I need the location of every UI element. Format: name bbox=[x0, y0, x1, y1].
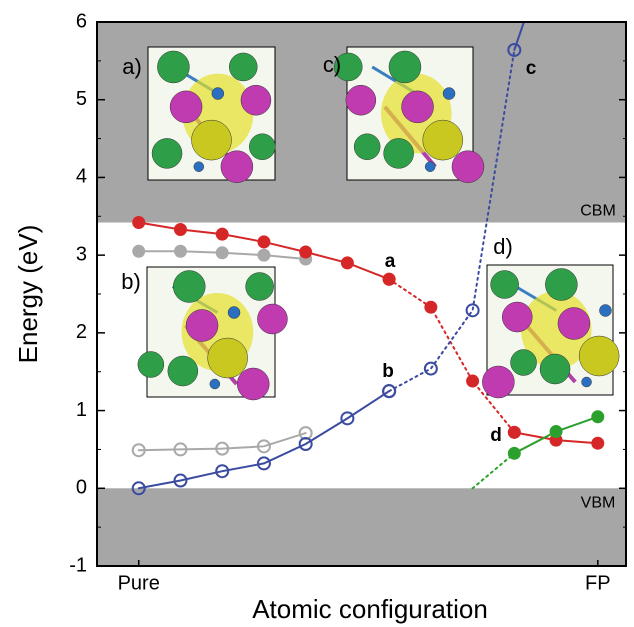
atom bbox=[208, 338, 248, 378]
atom bbox=[210, 379, 220, 389]
point-label: d bbox=[490, 425, 502, 446]
atom bbox=[582, 377, 592, 387]
inset bbox=[334, 47, 484, 183]
atom bbox=[186, 310, 218, 342]
inset-label: c) bbox=[323, 52, 341, 77]
y-tick-label: 5 bbox=[76, 88, 87, 110]
atom bbox=[170, 91, 202, 123]
atom bbox=[138, 352, 164, 378]
inset bbox=[138, 267, 288, 400]
marker bbox=[551, 426, 562, 437]
point-label: a bbox=[385, 251, 396, 272]
atom bbox=[491, 271, 519, 299]
atom bbox=[482, 366, 514, 398]
y-axis-title: Energy (eV) bbox=[13, 225, 43, 364]
marker bbox=[175, 246, 186, 257]
y-tick-label: 1 bbox=[76, 399, 87, 421]
atom bbox=[257, 304, 287, 334]
atom bbox=[599, 305, 611, 317]
y-tick-label: 4 bbox=[76, 166, 87, 188]
atom bbox=[558, 308, 590, 340]
marker bbox=[509, 427, 520, 438]
marker bbox=[217, 247, 228, 258]
chart: Atomic configuration Energy (eV) VBM CBM -… bbox=[0, 0, 634, 627]
atom bbox=[192, 120, 232, 160]
y-tick-label: 6 bbox=[76, 10, 87, 32]
y-tick-label: -1 bbox=[69, 554, 87, 576]
marker bbox=[258, 250, 269, 261]
marker bbox=[509, 448, 520, 459]
atom bbox=[221, 151, 253, 183]
inset bbox=[148, 47, 275, 183]
atom bbox=[212, 88, 224, 100]
atom bbox=[545, 269, 577, 301]
band bbox=[97, 488, 627, 566]
atom bbox=[384, 138, 414, 168]
inset-label: d) bbox=[493, 234, 513, 259]
marker bbox=[133, 217, 144, 228]
atom bbox=[246, 273, 274, 301]
atom bbox=[402, 91, 434, 123]
atom bbox=[425, 162, 435, 172]
x-tick-label: Pure bbox=[118, 572, 160, 594]
atom bbox=[249, 134, 275, 160]
atom bbox=[237, 368, 269, 400]
atom bbox=[152, 138, 182, 168]
point-label: c bbox=[526, 58, 537, 79]
atom bbox=[502, 302, 532, 332]
atom bbox=[157, 51, 189, 83]
point-label: b bbox=[382, 361, 394, 382]
band-label: VBM bbox=[581, 495, 616, 512]
atom bbox=[423, 120, 463, 160]
marker bbox=[217, 229, 228, 240]
atom bbox=[173, 271, 205, 303]
marker bbox=[425, 302, 436, 313]
atom bbox=[452, 151, 484, 183]
band-label: CBM bbox=[580, 203, 616, 220]
inset bbox=[482, 265, 619, 398]
marker bbox=[592, 438, 603, 449]
atom bbox=[229, 53, 257, 81]
y-tick-label: 3 bbox=[76, 243, 87, 265]
atom bbox=[346, 85, 376, 115]
x-axis-title: Atomic configuration bbox=[252, 594, 488, 624]
marker bbox=[175, 224, 186, 235]
atom bbox=[443, 88, 455, 100]
marker bbox=[133, 246, 144, 257]
atom bbox=[389, 51, 421, 83]
atom bbox=[511, 350, 537, 376]
marker bbox=[342, 257, 353, 268]
atom bbox=[228, 307, 240, 319]
atom bbox=[241, 85, 271, 115]
y-tick-label: 2 bbox=[76, 321, 87, 343]
series-line bbox=[473, 453, 515, 488]
inset-label: a) bbox=[122, 54, 142, 79]
atom bbox=[579, 336, 619, 376]
marker bbox=[384, 274, 395, 285]
atom bbox=[168, 356, 198, 386]
marker bbox=[467, 376, 478, 387]
marker bbox=[592, 411, 603, 422]
x-tick-label: FP bbox=[585, 572, 611, 594]
inset-label: b) bbox=[121, 269, 141, 294]
atom bbox=[354, 134, 380, 160]
marker bbox=[300, 247, 311, 258]
atom bbox=[194, 162, 204, 172]
y-tick-label: 0 bbox=[76, 477, 87, 499]
atom bbox=[540, 354, 570, 384]
marker bbox=[258, 236, 269, 247]
